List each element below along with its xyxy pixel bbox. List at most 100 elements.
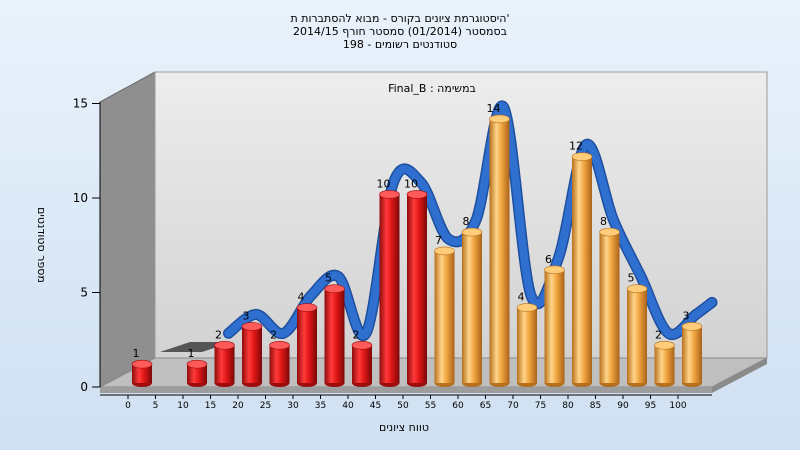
bar-80 — [571, 152, 593, 387]
bar-body — [297, 307, 317, 383]
bar-value-label: 1 — [133, 347, 140, 360]
bar-top — [681, 322, 703, 331]
bar-top — [324, 284, 345, 294]
bar-top — [516, 303, 538, 312]
bar-body — [654, 345, 675, 383]
bar-top — [461, 227, 483, 237]
left-wall — [99, 71, 156, 388]
bar-top — [241, 322, 263, 331]
bar-value-label: 8 — [463, 215, 470, 228]
bar-top — [214, 340, 235, 350]
x-tick-label: 35 — [315, 401, 326, 411]
bar-top — [599, 227, 620, 237]
x-tick-label: 85 — [590, 401, 601, 411]
bar-body — [627, 288, 647, 383]
x-tick-label: 40 — [342, 401, 354, 411]
bar-top — [626, 284, 648, 294]
bar-body — [489, 118, 510, 384]
x-tick-label: 0 — [125, 401, 131, 411]
bar-body — [682, 326, 702, 383]
y-tick-label: 15 — [73, 97, 88, 111]
x-tick-label: 50 — [397, 401, 409, 411]
bar-value-label: 2 — [655, 328, 662, 341]
bar-top — [131, 359, 153, 369]
bar-0 — [131, 359, 153, 387]
x-tick-label: 20 — [232, 401, 244, 411]
bar-top — [296, 303, 318, 312]
bar-top — [571, 152, 593, 161]
bar-65 — [489, 114, 510, 387]
bar-85 — [599, 227, 620, 387]
bar-75 — [544, 265, 565, 387]
bar-50 — [406, 190, 428, 387]
chart-title-line-2: בסמסטר (01/2014) סמסטר חורף 2014/15 — [293, 25, 507, 38]
x-tick-label: 70 — [507, 401, 519, 411]
bar-top — [489, 114, 510, 124]
x-tick-label: 10 — [177, 401, 189, 411]
y-tick-label: 0 — [80, 380, 88, 394]
bar-45 — [379, 190, 400, 387]
bar-value-label: 7 — [435, 234, 442, 247]
floor-front-edge — [100, 387, 712, 393]
bar-top — [379, 190, 400, 199]
bar-body — [132, 364, 152, 383]
y-tick-label: 5 — [80, 286, 88, 300]
bar-body — [434, 250, 455, 383]
x-tick-label: 75 — [535, 401, 546, 411]
bar-top — [654, 340, 675, 350]
bar-value-label: 4 — [518, 291, 525, 304]
bar-10 — [186, 359, 208, 387]
bar-body — [324, 288, 345, 383]
bar-40 — [351, 340, 373, 387]
x-tick-label: 100 — [669, 401, 686, 411]
bar-body — [572, 156, 592, 383]
x-tick-label: 55 — [425, 401, 436, 411]
y-tick-label: 10 — [73, 191, 88, 205]
x-tick-label: 65 — [480, 401, 491, 411]
x-tick-label: 95 — [645, 401, 656, 411]
bar-100 — [681, 322, 703, 387]
chart-title-line-3: 198 - סטודנטים רשומים — [342, 38, 458, 51]
bar-body — [407, 194, 427, 383]
bar-body — [517, 307, 537, 383]
x-tick-label: 5 — [153, 401, 159, 411]
x-tick-label: 15 — [205, 401, 216, 411]
bar-value-label: 5 — [325, 272, 332, 285]
bar-value-label: 2 — [270, 328, 277, 341]
trend-ribbon — [224, 102, 716, 340]
bar-30 — [296, 303, 318, 387]
bar-body — [544, 269, 565, 383]
bar-value-label: 10 — [404, 177, 418, 190]
bar-body — [187, 364, 207, 383]
x-tick-label: 60 — [452, 401, 464, 411]
bar-top — [351, 340, 373, 350]
bar-value-label: 2 — [215, 328, 222, 341]
x-tick-label: 80 — [562, 401, 574, 411]
bar-70 — [516, 303, 538, 387]
chart-subtitle: Final_B : במשימה — [388, 82, 476, 95]
bar-body — [599, 232, 620, 383]
bar-95 — [654, 340, 675, 387]
bar-value-label: 8 — [600, 215, 607, 228]
bar-value-label: 10 — [377, 177, 391, 190]
bar-value-label: 1 — [188, 347, 195, 360]
bar-value-label: 14 — [487, 102, 501, 115]
bar-55 — [434, 246, 455, 387]
bar-value-label: 4 — [298, 291, 305, 304]
bar-25 — [269, 340, 290, 387]
bar-value-label: 12 — [569, 140, 583, 153]
bar-body — [242, 326, 262, 383]
bar-60 — [461, 227, 483, 387]
floor-right-edge — [712, 358, 767, 393]
bar-body — [352, 345, 372, 383]
y-axis-label: מספר סטודנטים — [35, 207, 48, 283]
bar-20 — [241, 322, 263, 387]
bar-90 — [626, 284, 648, 387]
bar-top — [186, 359, 208, 369]
floor-shadow-segment — [160, 342, 232, 352]
bar-top — [434, 246, 455, 256]
x-tick-label: 25 — [260, 401, 271, 411]
bar-value-label: 5 — [628, 272, 635, 285]
bar-value-label: 6 — [545, 253, 552, 266]
